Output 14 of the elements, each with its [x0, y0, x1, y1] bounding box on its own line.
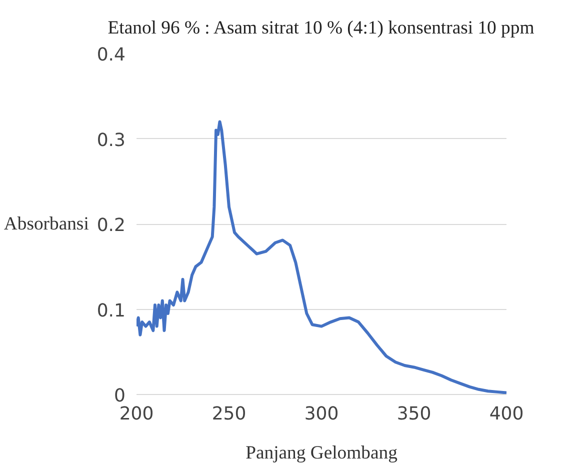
y-tick-label: 0.2 — [96, 215, 126, 236]
x-tick-label: 400 — [489, 404, 524, 424]
y-tick-label: 0 — [114, 386, 126, 406]
x-tick-label: 250 — [212, 404, 246, 424]
line-series — [136, 120, 506, 394]
x-tick-label: 300 — [304, 404, 339, 424]
x-tick-label: 200 — [119, 404, 154, 424]
y-axis-title: Absorbansi — [4, 214, 89, 234]
y-tick-label: 0.3 — [96, 130, 126, 151]
x-tick-label: 350 — [396, 404, 432, 424]
x-axis-title: Panjang Gelombang — [246, 442, 398, 464]
chart-title: Etanol 96 % : Asam sitrat 10 % (4:1) konsentrasi 10 ppm — [108, 18, 535, 38]
y-tick-label: 0.4 — [96, 44, 126, 66]
y-tick-label: 0.1 — [96, 300, 126, 322]
